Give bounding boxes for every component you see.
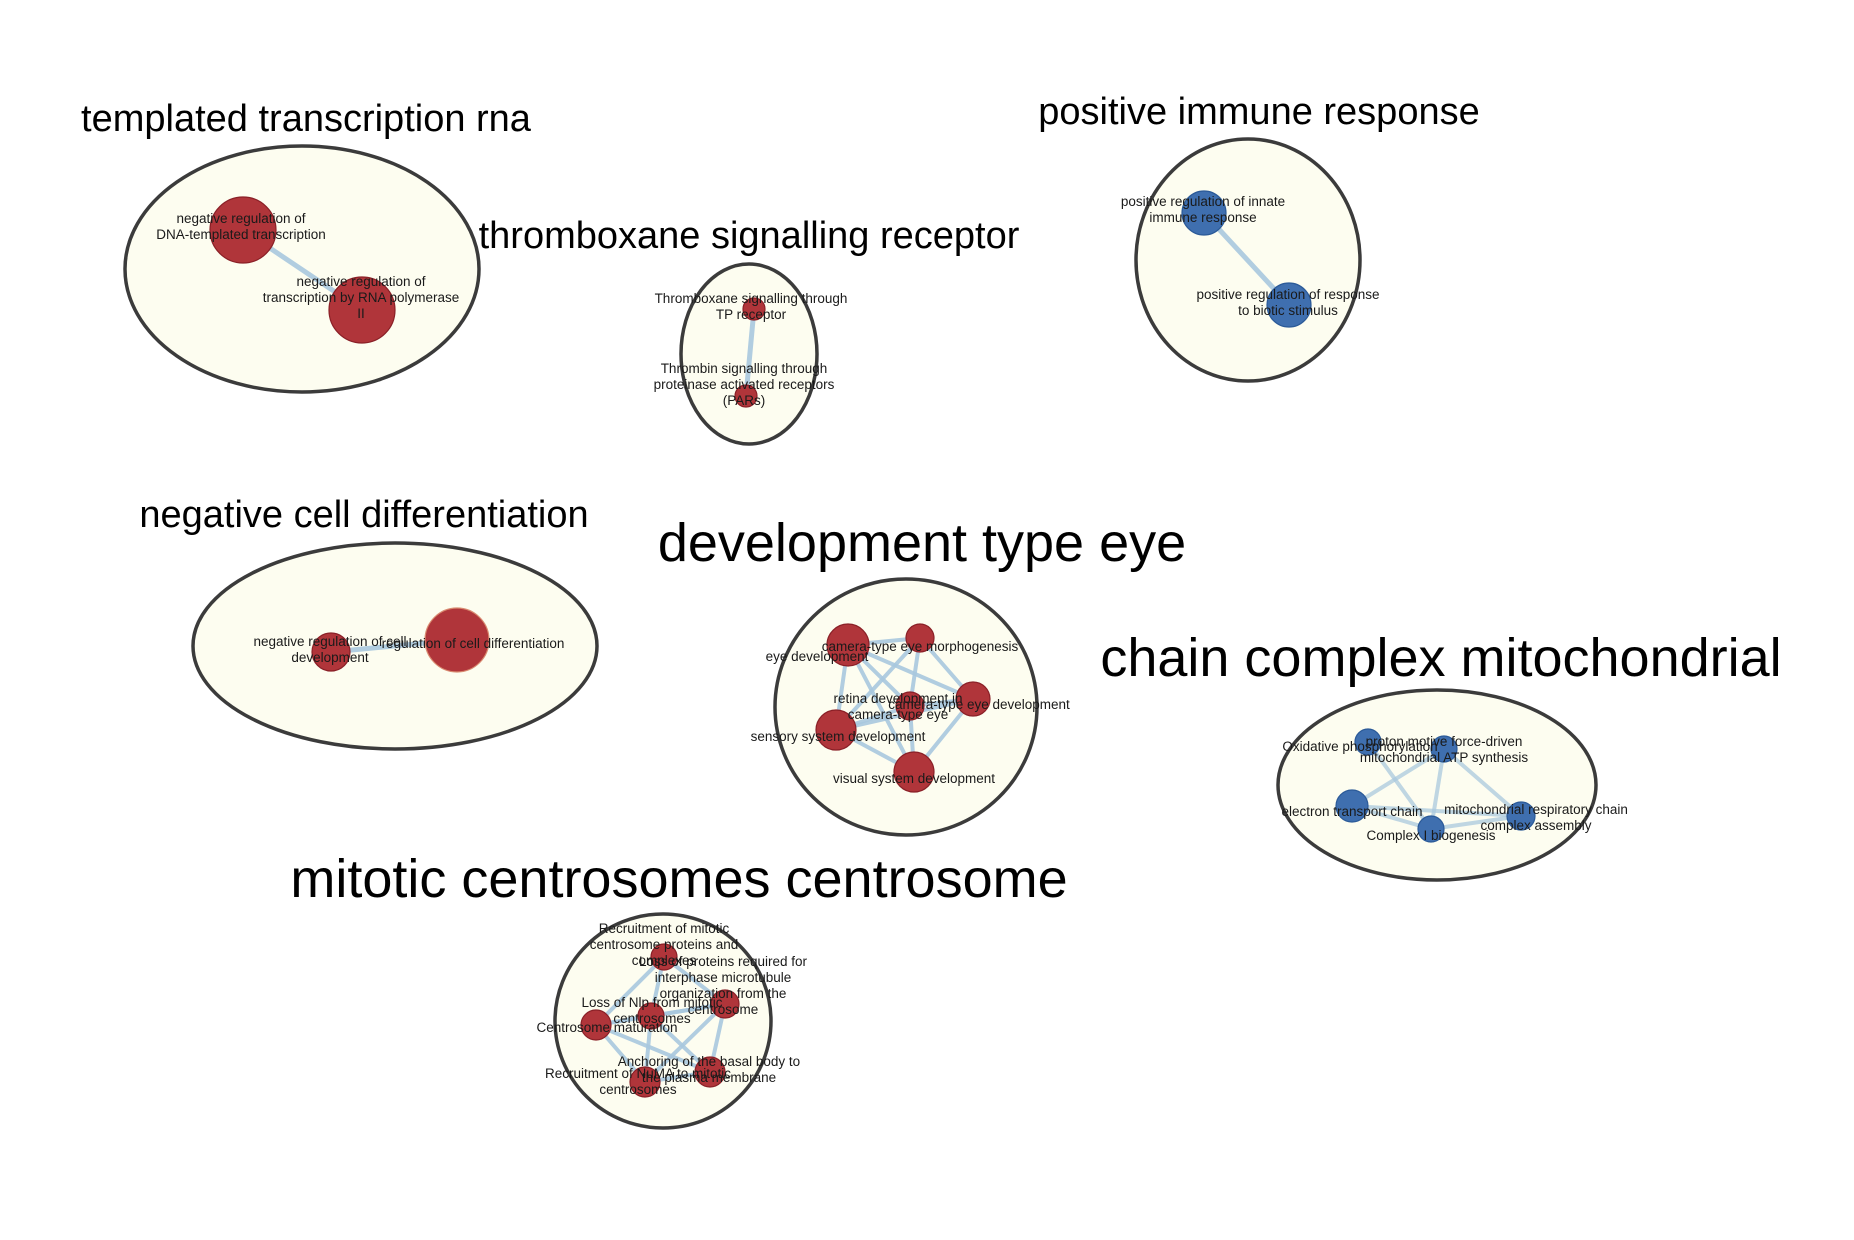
edge: [846, 643, 916, 774]
node-label: sensory system development: [751, 729, 926, 744]
cluster-templated: negative regulation of DNA-templated tran…: [81, 98, 532, 394]
cluster-title: positive immune response: [1038, 91, 1479, 133]
node-label: regulation of cell differentiation: [382, 636, 565, 651]
node-e2[interactable]: [905, 623, 935, 653]
node-label: Loss of Nlp from mitotic centrosomes: [581, 995, 722, 1026]
cluster-title: development type eye: [658, 513, 1186, 573]
edge: [643, 1002, 727, 1084]
node-label: positive regulation of response to biotic…: [1196, 287, 1379, 318]
cluster-centrosome: Recruitment of mitotic centrosome protein…: [290, 849, 1068, 1130]
node-f1[interactable]: [1354, 728, 1382, 756]
cluster-differentiation: negative regulation of cell developmentre…: [139, 494, 599, 751]
node-b2[interactable]: [734, 384, 758, 408]
cluster-immune: positive regulation of innate immune resp…: [1038, 91, 1480, 383]
node-a1[interactable]: [209, 196, 277, 264]
node-e3[interactable]: [955, 681, 991, 717]
node-label: retina development in camera-type eye: [833, 691, 962, 722]
node-label: Recruitment of NuMA to mitotic centrosome…: [545, 1066, 731, 1097]
node-c1[interactable]: [1181, 190, 1227, 236]
cluster-thromboxane: Thromboxane signalling through TP recepto…: [479, 215, 1020, 446]
cluster-title: thromboxane signalling receptor: [479, 215, 1020, 257]
cluster-title: chain complex mitochondrial: [1100, 628, 1781, 688]
node-g3[interactable]: [637, 1002, 665, 1030]
edge: [846, 643, 975, 701]
node-label: Loss of proteins required for interphase …: [639, 954, 808, 1017]
node-label: visual system development: [833, 771, 995, 786]
node-e6[interactable]: [893, 751, 935, 793]
edge: [1442, 747, 1523, 818]
node-label: negative regulation of transcription by R…: [263, 274, 460, 321]
node-g2[interactable]: [710, 989, 740, 1019]
node-label: negative regulation of cell development: [253, 634, 406, 665]
node-label: Centrosome maturation: [536, 1020, 677, 1035]
node-d1[interactable]: [311, 632, 351, 672]
node-g4[interactable]: [580, 1009, 612, 1041]
cluster-title: negative cell differentiation: [139, 494, 588, 536]
node-label: Anchoring of the basal body to the plasma…: [618, 1054, 800, 1085]
node-c2[interactable]: [1266, 282, 1312, 328]
node-g1[interactable]: [650, 943, 678, 971]
edge: [1366, 740, 1433, 831]
node-f4[interactable]: [1417, 815, 1445, 843]
node-g6[interactable]: [629, 1066, 661, 1098]
node-label: Thrombin signalling through proteinase ac…: [654, 361, 835, 408]
edge: [594, 1023, 712, 1074]
node-label: camera-type eye morphogenesis: [822, 639, 1019, 654]
node-label: electron transport chain: [1281, 804, 1422, 819]
node-label: proton motive force-driven mitochondrial …: [1360, 734, 1529, 765]
edge: [594, 955, 666, 1027]
node-f3[interactable]: [1335, 789, 1369, 823]
node-label: positive regulation of innate immune resp…: [1121, 194, 1285, 225]
node-label: Complex I biogenesis: [1366, 828, 1495, 843]
node-e1[interactable]: [826, 623, 870, 667]
edge: [743, 306, 757, 399]
node-g5[interactable]: [694, 1056, 726, 1088]
node-label: mitochondrial respiratory chain complex a…: [1444, 802, 1628, 833]
node-a2[interactable]: [328, 276, 396, 344]
node-label: Recruitment of mitotic centrosome protein…: [590, 921, 739, 968]
node-label: Oxidative phosphorylation: [1282, 739, 1437, 754]
node-e5[interactable]: [815, 709, 857, 751]
edge: [834, 636, 922, 732]
edge: [1429, 814, 1523, 831]
node-label: negative regulation of DNA-templated tran…: [156, 211, 326, 242]
node-label: camera-type eye development: [888, 697, 1070, 712]
node-d2[interactable]: [424, 607, 490, 673]
node-label: eye development: [766, 649, 869, 664]
node-e4[interactable]: [895, 691, 925, 721]
node-b1[interactable]: [742, 297, 766, 321]
node-f5[interactable]: [1506, 801, 1536, 831]
cluster-title: templated transcription rna: [81, 98, 532, 140]
edge: [1350, 747, 1446, 808]
node-label: Thromboxane signalling through TP recepto…: [655, 291, 848, 322]
edge: [1350, 804, 1523, 818]
node-f2[interactable]: [1430, 735, 1458, 763]
cluster-title: mitotic centrosomes centrosome: [290, 849, 1067, 909]
